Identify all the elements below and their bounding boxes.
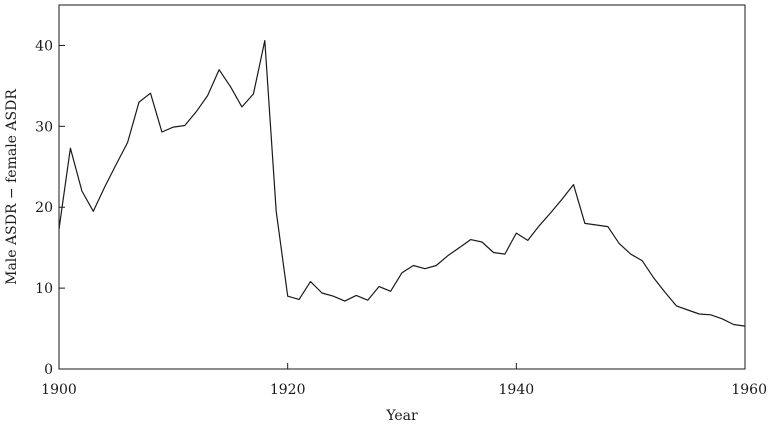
- y-axis: 0 10 20 30 40: [35, 38, 65, 378]
- y-tick-label: 30: [35, 119, 53, 135]
- y-tick-label: 10: [35, 281, 53, 297]
- x-axis-label: Year: [385, 408, 418, 424]
- y-tick-label: 0: [44, 362, 53, 378]
- x-tick-label: 1900: [41, 382, 77, 398]
- x-tick-label: 1940: [499, 382, 535, 398]
- y-axis-label: Male ASDR − female ASDR: [4, 89, 20, 285]
- y-tick-label: 40: [35, 38, 53, 54]
- x-tick-label: 1920: [270, 382, 306, 398]
- x-tick-label: 1960: [731, 382, 767, 398]
- plot-frame: [58, 4, 746, 370]
- y-tick-label: 20: [35, 200, 53, 216]
- series-line: [58, 40, 746, 327]
- x-axis: 1900 1920 1940 1960: [41, 363, 767, 398]
